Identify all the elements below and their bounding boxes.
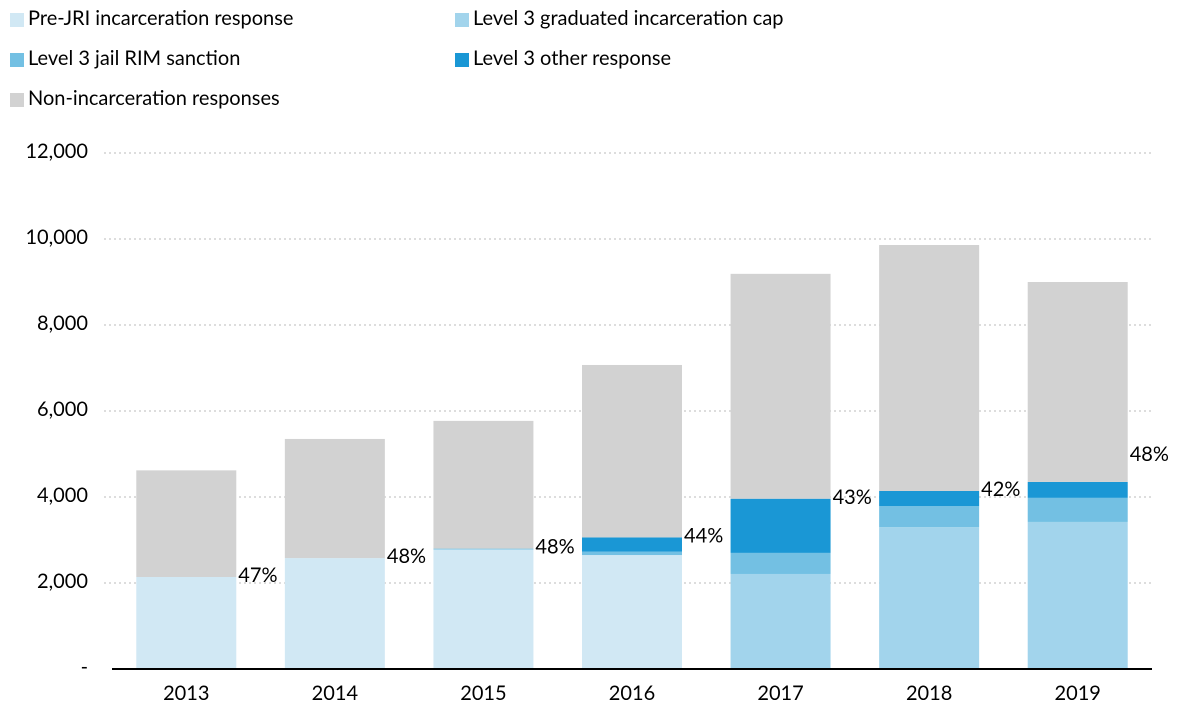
bar-segment	[433, 548, 534, 550]
legend-swatch	[455, 53, 469, 67]
y-tick-label: 6,000	[37, 397, 88, 421]
y-tick-label: -	[81, 655, 88, 679]
bar-segment	[730, 273, 831, 499]
bar-segment	[1027, 282, 1128, 482]
bar-segment	[1027, 521, 1128, 669]
y-tick-label: 2,000	[37, 569, 88, 593]
legend-label: Non-incarceration responses	[28, 86, 280, 110]
legend-label: Level 3 other response	[473, 46, 671, 70]
bar-segment	[136, 470, 237, 577]
bar-segment	[879, 245, 980, 491]
bar-segment	[730, 573, 831, 669]
bar-segment	[582, 364, 682, 538]
bar-segment	[284, 558, 385, 669]
share-label: 48%	[1130, 442, 1169, 466]
share-label: 44%	[684, 523, 723, 547]
legend-swatch	[10, 93, 24, 107]
legend-swatch	[10, 53, 24, 67]
bar-segment	[582, 555, 682, 669]
bar-segment	[136, 576, 237, 669]
x-tick-label: 2014	[312, 681, 359, 705]
legend-label: Pre-JRI incarceration response	[28, 6, 293, 30]
share-label: 48%	[387, 544, 426, 568]
bar-segment	[879, 506, 980, 528]
x-tick-label: 2018	[906, 681, 952, 705]
legend-label: Level 3 jail RIM sanction	[28, 46, 240, 70]
x-tick-label: 2013	[163, 681, 209, 705]
bar-segment	[433, 420, 534, 549]
bar-segment	[879, 490, 980, 507]
y-tick-label: 12,000	[25, 139, 88, 163]
x-tick-label: 2015	[460, 681, 506, 705]
bar-segment	[284, 438, 385, 559]
share-label: 48%	[535, 535, 574, 559]
bar-segment	[730, 552, 831, 574]
y-tick-label: 4,000	[37, 483, 88, 507]
legend-swatch	[455, 13, 469, 27]
y-tick-label: 10,000	[25, 225, 88, 249]
legend-label: Level 3 graduated incarceration cap	[473, 6, 783, 30]
bar-segment	[879, 527, 980, 669]
x-tick-label: 2016	[609, 681, 655, 705]
y-tick-label: 8,000	[37, 311, 88, 335]
x-tick-label: 2019	[1055, 681, 1101, 705]
bar-segment	[1027, 481, 1128, 498]
bar-segment	[730, 498, 831, 553]
share-label: 43%	[833, 485, 872, 509]
bar-segment	[1027, 497, 1128, 522]
bar-segment	[582, 537, 682, 552]
bar-segment	[582, 551, 682, 556]
legend-swatch	[10, 13, 24, 27]
share-label: 42%	[981, 477, 1020, 501]
share-label: 47%	[238, 563, 277, 587]
bar-segment	[433, 549, 534, 669]
x-tick-label: 2017	[757, 681, 803, 705]
